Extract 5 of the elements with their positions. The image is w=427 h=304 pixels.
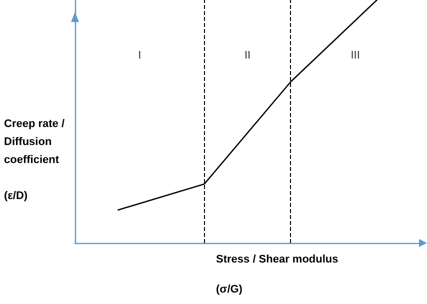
annotation: I — [138, 50, 142, 62]
text: Creep rate / Diffusion coefficient (ε/D) — [4, 118, 65, 202]
annotation: II — [244, 50, 251, 62]
text: Stress / Shear modulus (σ/G) — [216, 254, 338, 296]
annotation: III — [350, 50, 360, 62]
